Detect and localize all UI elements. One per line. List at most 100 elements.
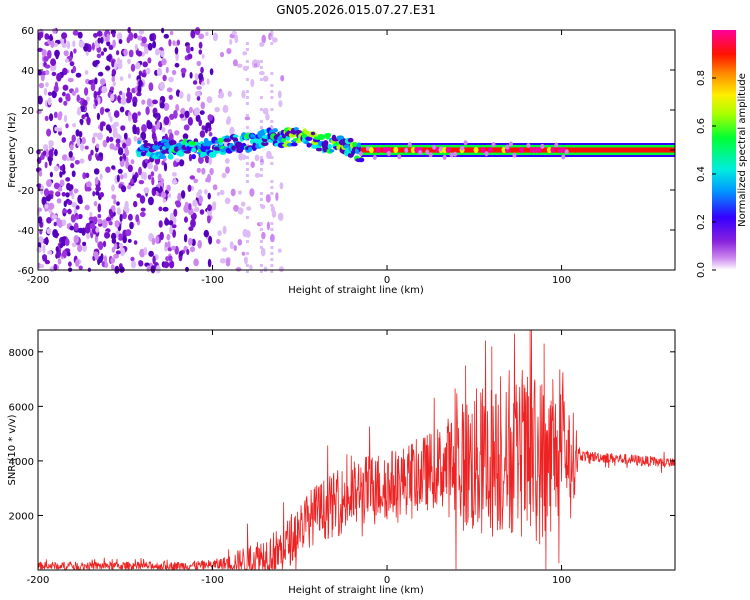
noise-streak-dot [270, 96, 274, 99]
noise-streak-dot [259, 120, 263, 123]
noise-dot [143, 187, 150, 194]
trace-blob [310, 131, 316, 136]
noise-dot [193, 178, 198, 184]
trace-blob [281, 137, 287, 143]
noise-dot [47, 250, 53, 255]
noise-dot [157, 173, 162, 182]
noise-dot [56, 72, 62, 82]
noise-dot [75, 259, 80, 267]
noise-dot [172, 40, 176, 46]
spectrogram-y-tick-label: 0 [28, 146, 34, 157]
band-halo [432, 144, 437, 150]
noise-dot [188, 153, 193, 162]
noise-dot [278, 100, 283, 108]
trace-blob [223, 138, 231, 143]
noise-streak-dot [270, 228, 274, 231]
noise-dot [39, 31, 44, 39]
noise-dot [62, 84, 69, 91]
noise-dot [203, 229, 209, 238]
noise-dot [127, 73, 132, 79]
noise-dot [58, 97, 63, 103]
noise-dot [173, 160, 177, 168]
spectrogram-axes: -200 -100 0 100 60 40 20 0 -20 -40 -60 [18, 26, 675, 286]
noise-dot [193, 206, 200, 212]
trace-blob [294, 130, 303, 134]
noise-dot [198, 49, 203, 55]
noise-dot [204, 189, 208, 195]
noise-dot [111, 76, 116, 83]
noise-dot [168, 76, 174, 83]
trace-blob [261, 141, 269, 146]
noise-dot [67, 208, 72, 215]
noise-dot [48, 190, 54, 195]
noise-dot [178, 159, 185, 167]
noise-dot [112, 81, 116, 87]
noise-dot [116, 32, 123, 41]
band-halo [460, 145, 465, 151]
trace-blob [329, 149, 335, 153]
noise-dot [57, 114, 62, 121]
noise-dot [199, 209, 205, 215]
noise-dot [175, 52, 179, 61]
noise-dot [141, 99, 146, 105]
noise-dot [61, 32, 68, 40]
noise-dot [59, 165, 64, 171]
trace-blob [352, 141, 358, 149]
colorbar-ticks: 0.0 0.2 0.4 0.6 0.8 [696, 70, 716, 278]
noise-dot [75, 205, 80, 210]
noise-streak-dot [259, 222, 263, 225]
noise-streak-dot [245, 174, 249, 177]
noise-dot [53, 263, 58, 271]
noise-dot [92, 251, 99, 258]
noise-dot [222, 225, 227, 235]
steady-band-core [360, 147, 675, 153]
noise-dot [172, 229, 177, 238]
noise-dot [116, 207, 121, 216]
noise-dot [265, 113, 270, 121]
noise-dot [96, 53, 102, 59]
noise-dot [155, 235, 160, 244]
noise-dot [47, 97, 52, 106]
noise-dot [70, 214, 76, 223]
noise-dot [141, 72, 147, 78]
noise-dot [104, 262, 109, 268]
noise-dot [109, 86, 115, 91]
band-halo [404, 147, 409, 153]
noise-streak-dot [270, 246, 274, 249]
noise-dot [126, 87, 131, 93]
band-speckle [368, 147, 374, 153]
noise-dot [85, 186, 92, 192]
noise-dot [226, 48, 232, 55]
noise-streak-dot [259, 126, 263, 129]
noise-dot [250, 161, 255, 168]
noise-dot [43, 87, 48, 96]
noise-dot [66, 40, 71, 50]
spectrogram-content [35, 26, 675, 274]
noise-dot [123, 172, 128, 179]
noise-dot [162, 74, 167, 82]
noise-dot [194, 91, 201, 97]
band-speckle [382, 147, 388, 153]
noise-dot [43, 56, 49, 62]
noise-dot [81, 137, 86, 145]
noise-dot [108, 111, 111, 118]
noise-dot [66, 251, 71, 257]
noise-dot [246, 206, 252, 211]
noise-dot [194, 107, 200, 116]
noise-streak-dot [245, 252, 249, 255]
noise-dot [207, 192, 211, 200]
noise-dot [190, 46, 194, 52]
band-halo [526, 143, 531, 149]
noise-dot [190, 185, 195, 191]
noise-dot [121, 92, 126, 99]
colorbar-tick-label: 0.6 [696, 118, 707, 134]
noise-dot [159, 102, 165, 109]
noise-dot [230, 188, 236, 197]
noise-dot [99, 123, 104, 132]
noise-dot [122, 212, 127, 220]
noise-dot [94, 176, 99, 185]
noise-dot [46, 179, 52, 188]
band-halo [512, 152, 517, 158]
noise-dot [85, 172, 90, 178]
noise-dot [161, 127, 166, 133]
